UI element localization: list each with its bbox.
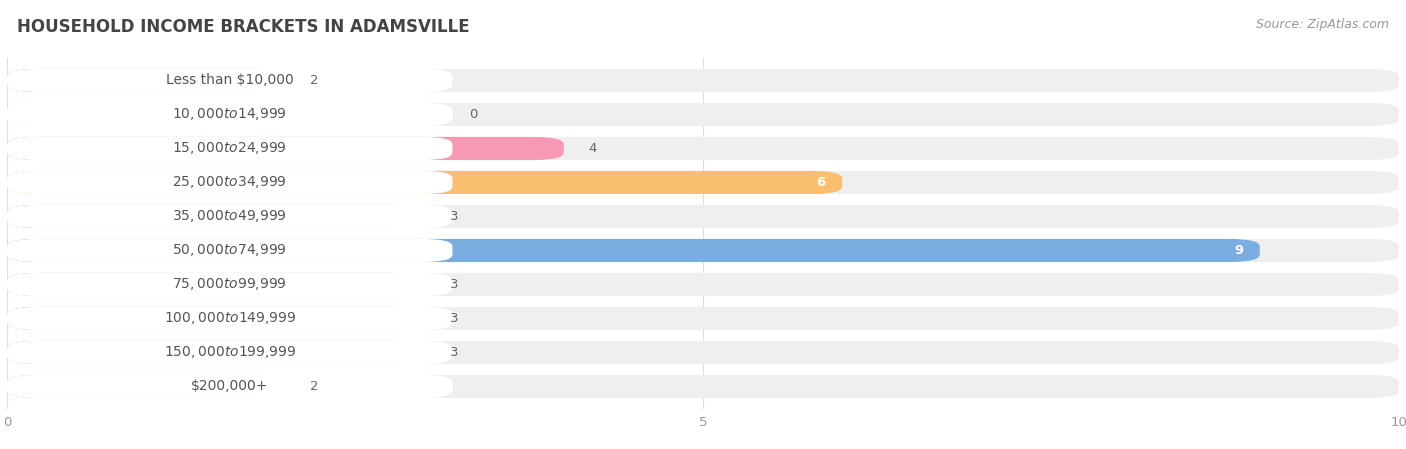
Text: 2: 2 — [311, 380, 319, 393]
FancyBboxPatch shape — [7, 205, 425, 228]
Text: 6: 6 — [817, 176, 825, 189]
Text: $150,000 to $199,999: $150,000 to $199,999 — [163, 344, 295, 361]
FancyBboxPatch shape — [7, 69, 285, 92]
FancyBboxPatch shape — [7, 273, 425, 296]
FancyBboxPatch shape — [7, 375, 453, 398]
Text: Source: ZipAtlas.com: Source: ZipAtlas.com — [1256, 18, 1389, 31]
FancyBboxPatch shape — [7, 273, 1399, 296]
FancyBboxPatch shape — [7, 137, 453, 160]
Text: $10,000 to $14,999: $10,000 to $14,999 — [173, 106, 287, 123]
FancyBboxPatch shape — [7, 137, 564, 160]
Text: 3: 3 — [450, 346, 458, 359]
FancyBboxPatch shape — [7, 239, 1260, 262]
FancyBboxPatch shape — [7, 341, 1399, 364]
Text: 0: 0 — [470, 108, 478, 121]
Text: $25,000 to $34,999: $25,000 to $34,999 — [173, 175, 287, 190]
FancyBboxPatch shape — [7, 307, 425, 330]
FancyBboxPatch shape — [7, 205, 1399, 228]
Text: HOUSEHOLD INCOME BRACKETS IN ADAMSVILLE: HOUSEHOLD INCOME BRACKETS IN ADAMSVILLE — [17, 18, 470, 36]
Text: 3: 3 — [450, 278, 458, 291]
Text: $200,000+: $200,000+ — [191, 379, 269, 393]
FancyBboxPatch shape — [7, 375, 285, 398]
FancyBboxPatch shape — [7, 103, 1399, 126]
FancyBboxPatch shape — [7, 239, 1399, 262]
FancyBboxPatch shape — [7, 273, 453, 296]
FancyBboxPatch shape — [7, 341, 453, 364]
FancyBboxPatch shape — [7, 205, 453, 228]
FancyBboxPatch shape — [7, 69, 1399, 92]
Text: $15,000 to $24,999: $15,000 to $24,999 — [173, 141, 287, 156]
Text: 9: 9 — [1234, 244, 1243, 257]
Text: Less than $10,000: Less than $10,000 — [166, 74, 294, 88]
FancyBboxPatch shape — [7, 171, 453, 194]
Text: $35,000 to $49,999: $35,000 to $49,999 — [173, 208, 287, 224]
Text: 3: 3 — [450, 210, 458, 223]
FancyBboxPatch shape — [7, 137, 1399, 160]
FancyBboxPatch shape — [7, 171, 842, 194]
Text: 4: 4 — [589, 142, 598, 155]
Text: 2: 2 — [311, 74, 319, 87]
Text: 3: 3 — [450, 312, 458, 325]
FancyBboxPatch shape — [7, 103, 453, 126]
Text: $100,000 to $149,999: $100,000 to $149,999 — [163, 311, 295, 326]
FancyBboxPatch shape — [7, 171, 1399, 194]
FancyBboxPatch shape — [7, 239, 453, 262]
FancyBboxPatch shape — [7, 375, 1399, 398]
FancyBboxPatch shape — [7, 307, 1399, 330]
FancyBboxPatch shape — [7, 307, 453, 330]
Text: $75,000 to $99,999: $75,000 to $99,999 — [173, 277, 287, 292]
FancyBboxPatch shape — [7, 69, 453, 92]
Text: $50,000 to $74,999: $50,000 to $74,999 — [173, 242, 287, 259]
FancyBboxPatch shape — [7, 341, 425, 364]
